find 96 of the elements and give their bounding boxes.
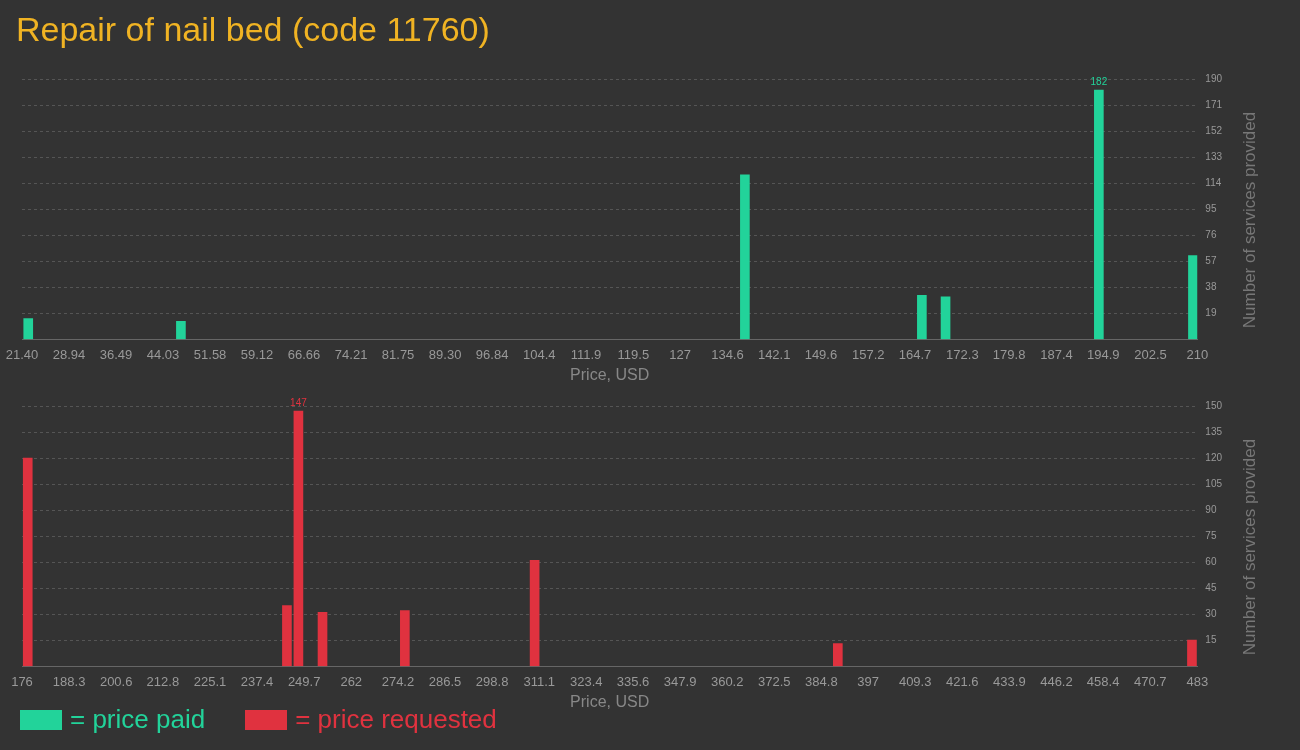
x-tick-label: 212.8 bbox=[146, 673, 180, 689]
x-tick-label: 21.40 bbox=[5, 346, 39, 362]
x-tick-label: 470.7 bbox=[1133, 673, 1167, 689]
x-tick-label: 89.30 bbox=[428, 346, 462, 362]
x-tick-label: 59.12 bbox=[240, 346, 274, 362]
x-tick-label: 81.75 bbox=[381, 346, 415, 362]
x-tick-label: 372.5 bbox=[758, 673, 791, 689]
y-tick-label: 38 bbox=[1205, 280, 1217, 292]
x-tick-label: 28.94 bbox=[52, 346, 86, 362]
y-tick-label: 120 bbox=[1205, 451, 1223, 463]
y-tick-label: 114 bbox=[1205, 176, 1222, 188]
data-label: 147 bbox=[290, 396, 308, 408]
x-tick-label: 298.8 bbox=[475, 673, 509, 689]
bar bbox=[282, 605, 292, 667]
x-tick-label: 194.9 bbox=[1086, 346, 1120, 362]
x-tick-label: 172.3 bbox=[946, 346, 979, 362]
bar bbox=[1188, 255, 1198, 340]
bar bbox=[400, 610, 410, 667]
bar bbox=[1187, 639, 1197, 667]
y-axis-title: Number of services provided bbox=[1240, 110, 1260, 331]
y-tick-label: 135 bbox=[1205, 425, 1223, 437]
x-tick-label: 311.1 bbox=[523, 673, 555, 689]
x-tick-label: 409.3 bbox=[898, 673, 932, 689]
data-label: 182 bbox=[1090, 75, 1108, 87]
x-tick-label: 179.8 bbox=[992, 346, 1026, 362]
x-tick-label: 421.6 bbox=[945, 673, 979, 689]
x-tick-label: 397 bbox=[857, 673, 879, 689]
x-tick-label: 36.49 bbox=[99, 346, 133, 362]
bar bbox=[176, 321, 186, 340]
y-tick-label: 90 bbox=[1205, 503, 1217, 515]
x-tick-label: 286.5 bbox=[428, 673, 462, 689]
bar bbox=[293, 410, 304, 667]
y-tick-label: 19 bbox=[1205, 306, 1217, 318]
x-tick-label: 225.1 bbox=[193, 673, 227, 689]
x-tick-label: 262 bbox=[340, 673, 363, 689]
x-tick-label: 176 bbox=[11, 673, 33, 689]
y-tick-label: 95 bbox=[1205, 202, 1217, 214]
x-tick-label: 157.2 bbox=[852, 346, 885, 362]
x-tick-label: 249.7 bbox=[287, 673, 321, 689]
y-tick-label: 171 bbox=[1205, 98, 1223, 110]
x-tick-label: 127 bbox=[669, 346, 691, 362]
x-tick-label: 104.4 bbox=[522, 346, 556, 362]
y-tick-label: 190 bbox=[1205, 72, 1223, 84]
x-tick-label: 433.9 bbox=[993, 673, 1026, 689]
bar bbox=[529, 560, 540, 667]
x-tick-label: 149.6 bbox=[804, 346, 838, 362]
y-tick-label: 152 bbox=[1205, 124, 1223, 136]
bar bbox=[833, 643, 843, 667]
x-tick-label: 347.9 bbox=[663, 673, 697, 689]
x-tick-label: 51.58 bbox=[193, 346, 227, 362]
bar bbox=[1094, 89, 1104, 340]
y-tick-label: 76 bbox=[1205, 228, 1217, 240]
x-tick-label: 483 bbox=[1186, 673, 1209, 689]
x-tick-label: 323.4 bbox=[570, 673, 603, 689]
y-tick-label: 60 bbox=[1205, 555, 1217, 567]
bar bbox=[917, 295, 927, 340]
y-tick-label: 75 bbox=[1205, 529, 1217, 541]
x-tick-label: 360.2 bbox=[710, 673, 744, 689]
x-tick-label: 187.4 bbox=[1040, 346, 1073, 362]
legend-label: = price paid bbox=[70, 704, 206, 735]
x-tick-label: 384.8 bbox=[805, 673, 838, 689]
y-tick-label: 15 bbox=[1205, 633, 1217, 645]
x-tick-label: 134.6 bbox=[711, 346, 744, 362]
x-tick-label: 335.6 bbox=[616, 673, 650, 689]
x-tick-label: 210 bbox=[1186, 346, 1209, 362]
y-axis-title: Number of services provided bbox=[1240, 437, 1260, 658]
x-tick-label: 188.3 bbox=[52, 673, 86, 689]
bar bbox=[940, 296, 951, 340]
bar bbox=[22, 457, 33, 667]
x-tick-label: 44.03 bbox=[146, 346, 180, 362]
x-tick-label: 96.84 bbox=[475, 346, 509, 362]
y-tick-label: 45 bbox=[1205, 581, 1217, 593]
x-tick-label: 446.2 bbox=[1040, 673, 1073, 689]
y-tick-label: 133 bbox=[1205, 150, 1223, 162]
bar bbox=[23, 318, 34, 340]
x-tick-label: 237.4 bbox=[240, 673, 274, 689]
y-tick-label: 150 bbox=[1205, 399, 1223, 411]
bar bbox=[317, 612, 328, 667]
x-tick-label: 200.6 bbox=[99, 673, 133, 689]
x-axis-title: Price, USD bbox=[570, 365, 650, 383]
x-tick-label: 164.7 bbox=[898, 346, 932, 362]
y-tick-label: 105 bbox=[1205, 477, 1223, 489]
x-axis-title: Price, USD bbox=[570, 692, 650, 710]
x-tick-label: 274.2 bbox=[381, 673, 415, 689]
x-tick-label: 111.9 bbox=[570, 346, 602, 362]
chart-title: Repair of nail bed (code 11760) bbox=[16, 10, 490, 49]
legend-label: = price requested bbox=[295, 704, 497, 735]
x-tick-label: 458.4 bbox=[1086, 673, 1120, 689]
y-tick-label: 57 bbox=[1205, 254, 1217, 266]
x-tick-label: 74.21 bbox=[334, 346, 368, 362]
x-tick-label: 66.66 bbox=[287, 346, 321, 362]
y-tick-label: 30 bbox=[1205, 607, 1217, 619]
x-tick-label: 202.5 bbox=[1134, 346, 1167, 362]
x-tick-label: 142.1 bbox=[757, 346, 791, 362]
bar bbox=[740, 174, 750, 340]
x-tick-label: 119.5 bbox=[617, 346, 650, 362]
